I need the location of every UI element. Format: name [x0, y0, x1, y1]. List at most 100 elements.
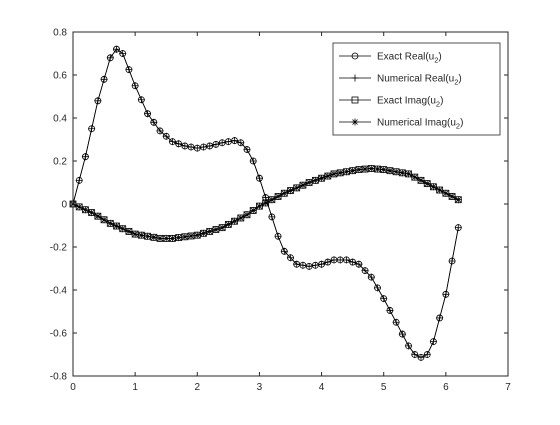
data-point-numerical-real-u2: [200, 143, 207, 151]
legend-marker-square: [351, 96, 359, 104]
data-point-numerical-imag-u2: [75, 203, 83, 211]
axes-layer: 0 1 2 3 4 5 6 7 -0.8 -0.6 -0.4 -0.2 0 0.2 0.4 0.6 0.8: [50, 28, 511, 394]
data-point-numerical-real-u2: [137, 96, 145, 104]
data-point-numerical-real-u2: [94, 97, 102, 105]
data-point-numerical-real-u2: [280, 247, 288, 255]
data-point-numerical-imag-u2: [144, 232, 152, 240]
legend-label-main: Exact Imag(u: [377, 96, 436, 107]
data-point-numerical-imag-u2: [237, 214, 245, 222]
data-point-numerical-imag-u2: [398, 169, 406, 177]
data-point-numerical-imag-u2: [249, 206, 257, 214]
data-point-numerical-imag-u2: [255, 202, 263, 210]
data-point-numerical-imag-u2: [268, 196, 276, 204]
data-point-numerical-real-u2: [181, 142, 189, 150]
data-point-numerical-real-u2: [106, 54, 114, 62]
data-point-numerical-imag-u2: [224, 220, 232, 228]
data-point-numerical-imag-u2: [162, 234, 170, 242]
data-point-numerical-real-u2: [156, 127, 164, 135]
data-point-numerical-imag-u2: [156, 234, 164, 242]
x-tick-label: 6: [443, 382, 449, 393]
legend-label-end: ): [458, 74, 461, 85]
data-point-numerical-imag-u2: [318, 174, 326, 182]
data-point-numerical-real-u2: [218, 139, 226, 147]
data-point-numerical-imag-u2: [299, 181, 307, 189]
data-point-numerical-real-u2: [398, 330, 406, 338]
legend: Exact Real(u2)Numerical Real(u2)Exact Im…: [332, 42, 501, 136]
y-tick-label: 0.4: [53, 114, 67, 125]
data-point-numerical-real-u2: [162, 132, 170, 140]
data-point-numerical-imag-u2: [175, 234, 183, 242]
data-point-numerical-imag-u2: [119, 225, 127, 233]
data-point-numerical-imag-u2: [113, 222, 120, 230]
y-tick-label: 0.8: [53, 28, 67, 39]
legend-label-main: Exact Real(u: [377, 52, 434, 63]
data-point-numerical-real-u2: [392, 318, 400, 326]
data-point-numerical-imag-u2: [330, 170, 338, 178]
data-point-numerical-real-u2: [336, 256, 344, 264]
data-point-numerical-real-u2: [187, 143, 195, 151]
x-tick-label: 1: [132, 382, 138, 393]
data-point-numerical-imag-u2: [305, 179, 313, 186]
data-point-numerical-real-u2: [448, 257, 456, 265]
data-point-numerical-real-u2: [131, 82, 139, 90]
series-markers-numerical-real-u2: [69, 45, 462, 361]
data-point-numerical-real-u2: [367, 273, 375, 281]
data-point-numerical-imag-u2: [187, 232, 195, 240]
legend-entry-2: Numerical Real(u2): [339, 74, 462, 87]
data-point-numerical-real-u2: [168, 138, 176, 146]
x-tick-label: 0: [70, 382, 76, 393]
data-point-numerical-imag-u2: [349, 167, 357, 175]
data-point-numerical-real-u2: [144, 110, 152, 118]
data-point-numerical-real-u2: [405, 342, 413, 350]
data-point-numerical-imag-u2: [436, 186, 444, 194]
data-point-numerical-real-u2: [454, 224, 462, 232]
legend-marker-asterisk: [351, 118, 359, 126]
data-point-numerical-imag-u2: [287, 187, 294, 195]
data-point-numerical-imag-u2: [429, 183, 437, 191]
legend-label-subscript: 2: [454, 78, 458, 87]
legend-label: Exact Imag(u2): [377, 96, 443, 109]
data-point-numerical-imag-u2: [100, 216, 108, 224]
data-point-numerical-imag-u2: [374, 165, 381, 173]
data-point-numerical-imag-u2: [361, 165, 369, 173]
legend-label-main: Numerical Imag(u: [377, 118, 456, 129]
x-tick-label: 4: [319, 382, 325, 393]
data-point-numerical-real-u2: [293, 260, 301, 268]
data-point-numerical-real-u2: [75, 176, 83, 184]
y-tick-label: 0.6: [53, 71, 67, 82]
legend-label: Numerical Imag(u2): [377, 118, 463, 131]
data-point-numerical-real-u2: [429, 338, 437, 346]
data-point-numerical-imag-u2: [125, 227, 133, 235]
legend-entry-3: Exact Imag(u2): [339, 96, 443, 109]
data-point-numerical-real-u2: [81, 153, 89, 161]
data-point-numerical-real-u2: [411, 351, 419, 358]
legend-entry-1: Exact Real(u2): [339, 52, 442, 65]
data-point-numerical-imag-u2: [212, 226, 220, 234]
data-point-numerical-real-u2: [231, 137, 239, 145]
data-point-numerical-imag-u2: [106, 219, 114, 227]
x-tick-label: 5: [381, 382, 387, 393]
legend-label-main: Numerical Real(u: [377, 74, 454, 85]
data-point-numerical-imag-u2: [293, 184, 301, 192]
data-point-numerical-real-u2: [113, 45, 120, 53]
data-point-numerical-imag-u2: [262, 199, 270, 207]
data-point-numerical-imag-u2: [168, 234, 176, 242]
x-tick-label: 3: [257, 382, 263, 393]
data-point-numerical-imag-u2: [206, 227, 214, 235]
data-point-numerical-imag-u2: [218, 224, 226, 232]
data-point-numerical-imag-u2: [81, 206, 89, 214]
data-point-numerical-imag-u2: [274, 192, 282, 200]
data-point-numerical-real-u2: [125, 66, 133, 74]
data-point-numerical-imag-u2: [94, 212, 102, 220]
data-point-numerical-imag-u2: [131, 230, 139, 238]
legend-label: Numerical Real(u2): [377, 74, 462, 87]
legend-box: [332, 42, 501, 136]
data-point-numerical-real-u2: [224, 138, 232, 146]
data-point-numerical-imag-u2: [380, 166, 388, 174]
legend-label-end: ): [460, 118, 463, 129]
y-tick-label: 0.2: [53, 157, 67, 168]
data-point-numerical-imag-u2: [423, 180, 431, 188]
legend-marker-circle: [351, 52, 359, 60]
data-point-numerical-real-u2: [417, 353, 425, 361]
